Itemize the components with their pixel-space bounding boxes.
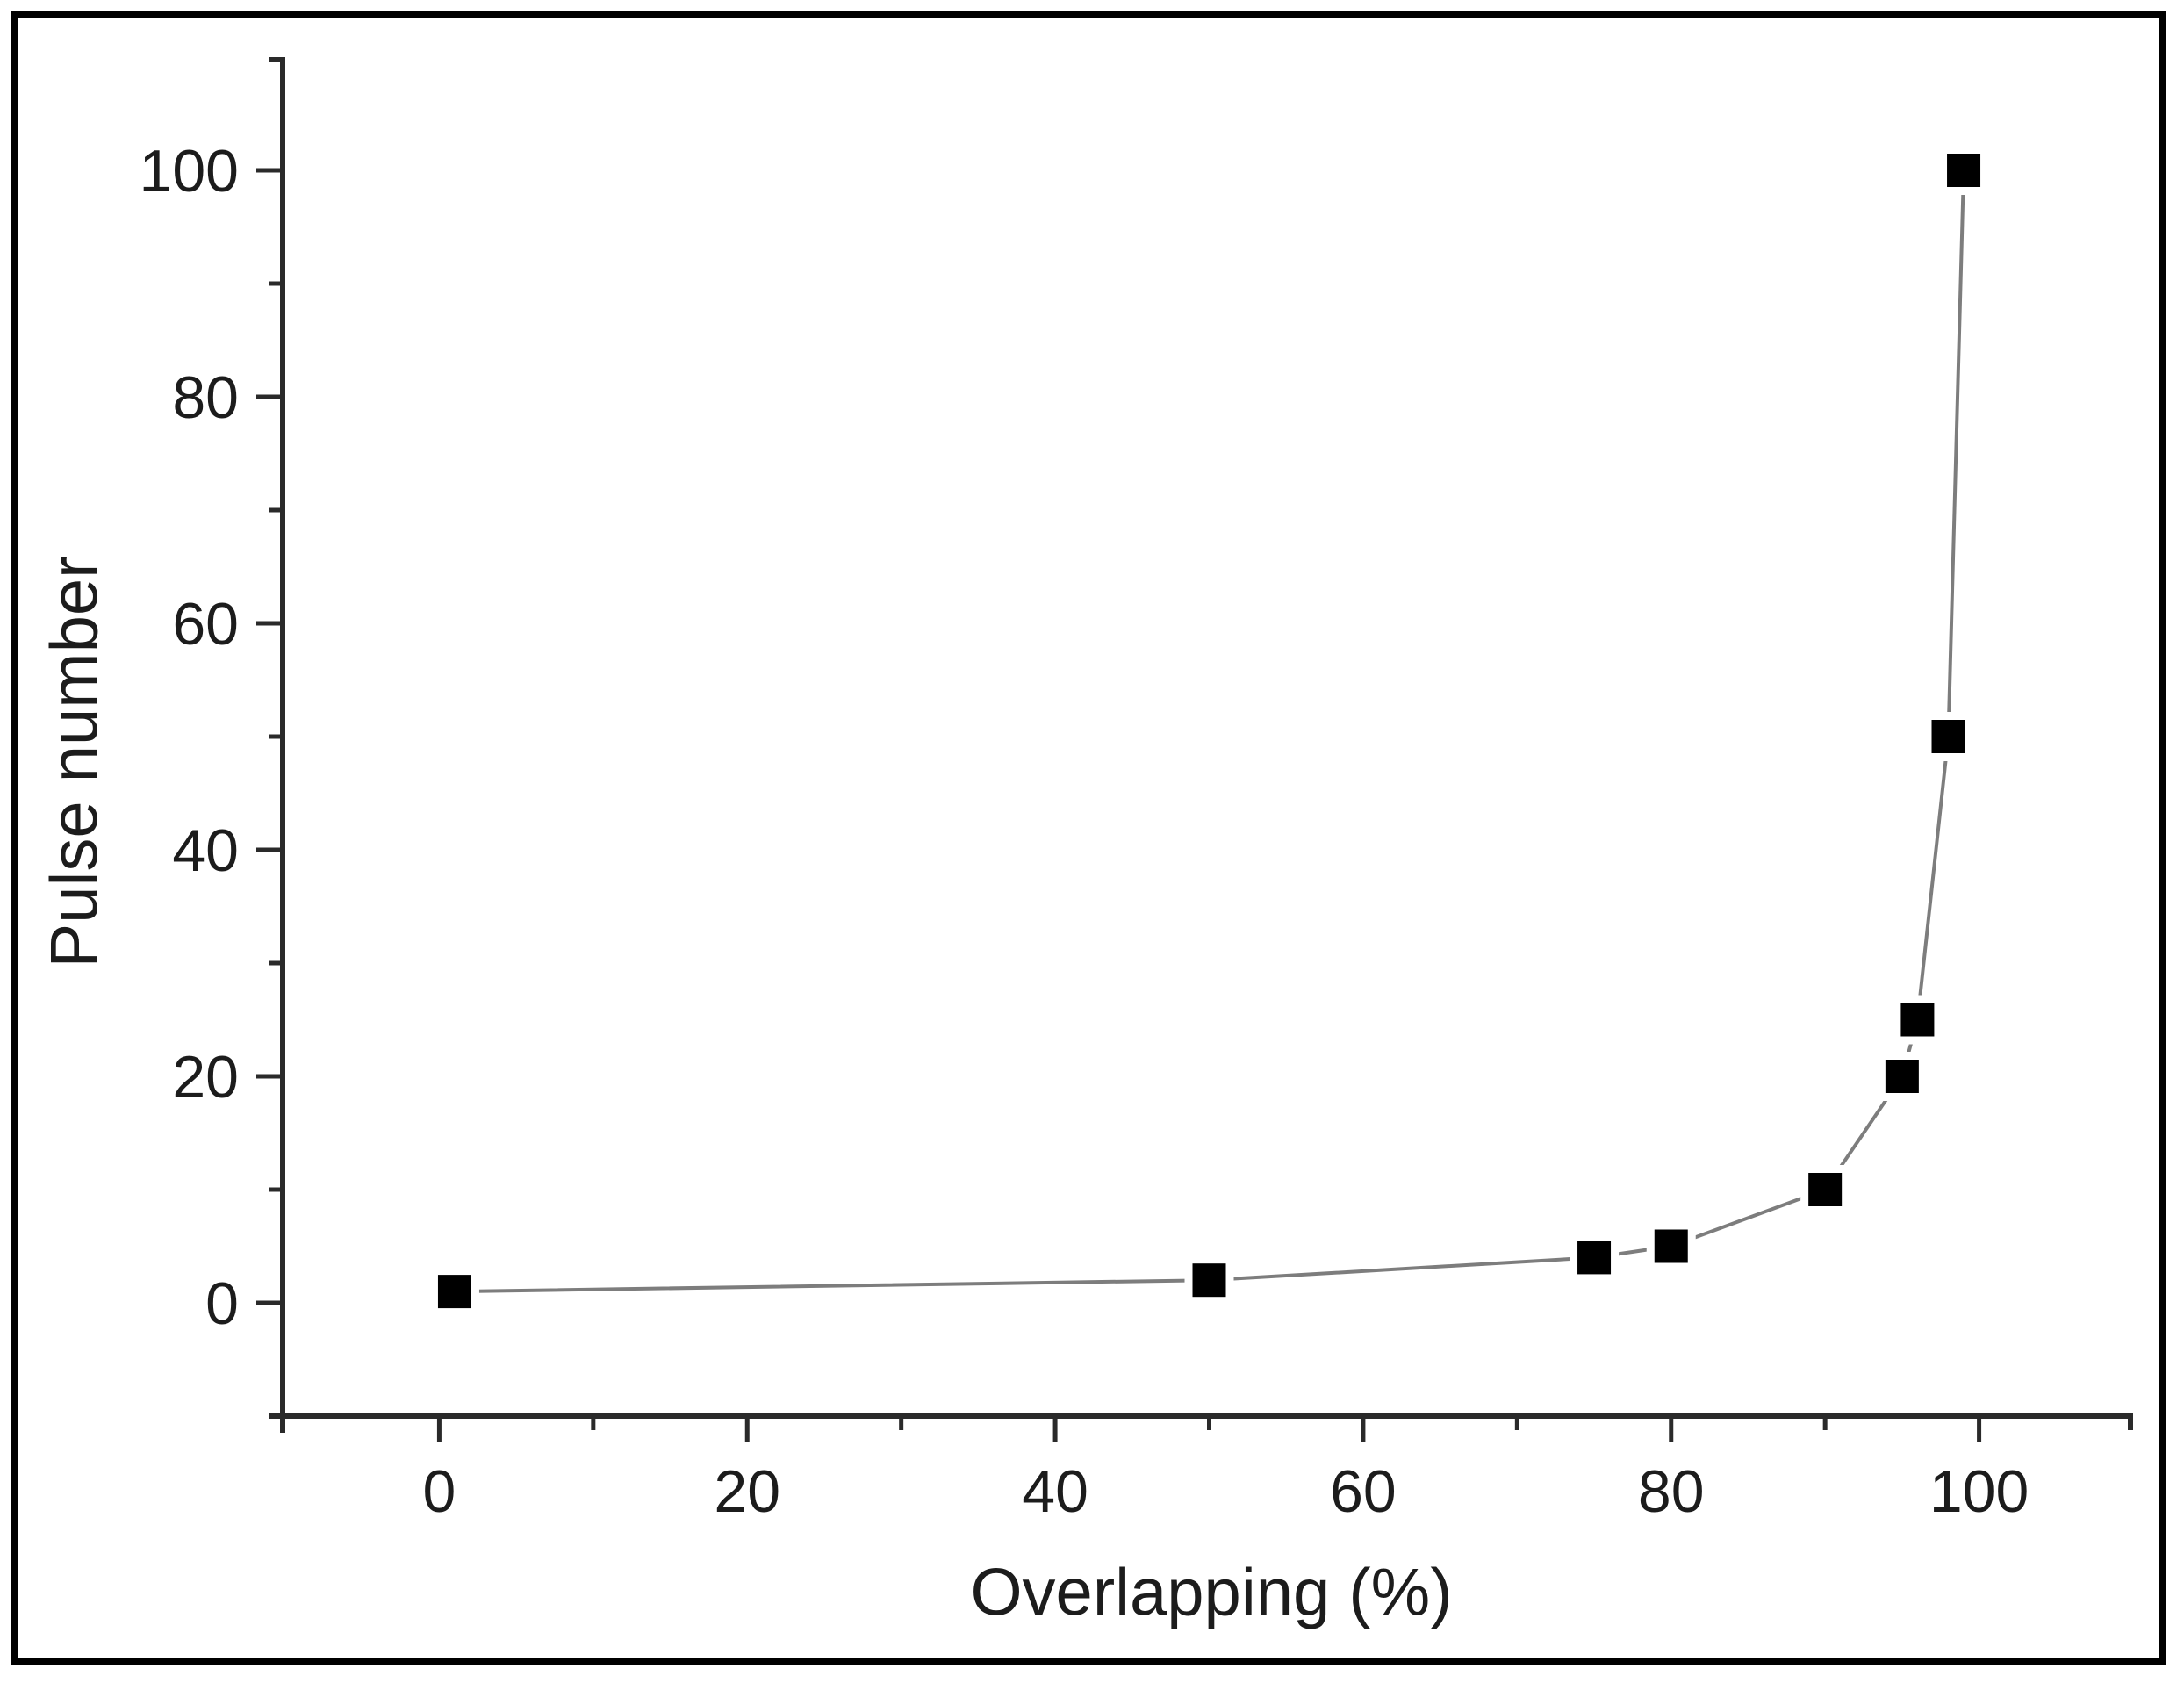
x-tick-label: 40 xyxy=(1022,1458,1088,1525)
y-tick-label: 20 xyxy=(172,1044,239,1111)
data-point-marker xyxy=(1885,1060,1919,1093)
data-point-marker xyxy=(1900,1003,1935,1037)
x-tick-label: 100 xyxy=(1929,1458,2029,1525)
data-point-marker xyxy=(437,1275,471,1309)
data-point-marker xyxy=(1192,1263,1226,1298)
y-tick-label: 100 xyxy=(140,138,239,205)
y-tick-label: 60 xyxy=(172,591,239,658)
x-tick-label: 20 xyxy=(714,1458,780,1525)
x-tick-label: 60 xyxy=(1330,1458,1397,1525)
x-axis-title: Overlapping (%) xyxy=(970,1555,1453,1630)
data-point-marker xyxy=(1577,1241,1612,1275)
data-point-marker xyxy=(1654,1229,1688,1263)
figure-border xyxy=(11,11,2166,1665)
data-point-marker xyxy=(1947,154,1981,187)
y-tick-label: 0 xyxy=(205,1270,239,1337)
x-tick-label: 0 xyxy=(423,1458,456,1525)
x-tick-label: 80 xyxy=(1638,1458,1705,1525)
data-point-marker xyxy=(1808,1173,1843,1206)
data-point-marker xyxy=(1931,720,1965,753)
y-tick-label: 80 xyxy=(172,364,239,431)
y-tick-label: 40 xyxy=(172,817,239,884)
